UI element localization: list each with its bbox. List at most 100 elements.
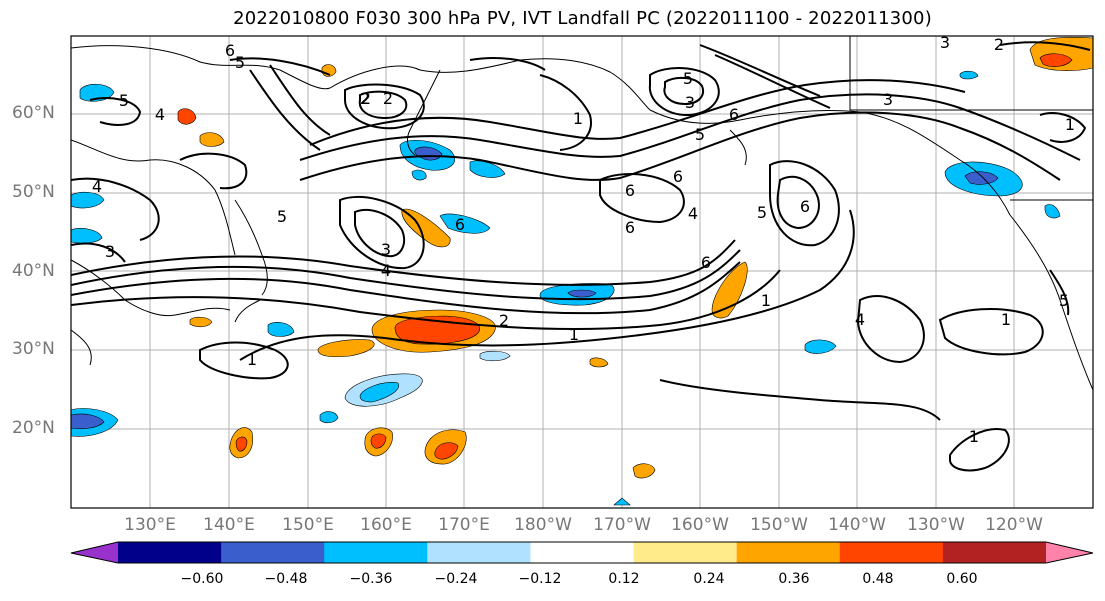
contour-label: 1 <box>247 350 257 369</box>
ivt-negative-region <box>411 169 427 181</box>
lon-label: 180°W <box>514 515 572 535</box>
contour-label: 2 <box>499 311 509 330</box>
contour-label: 1 <box>573 109 583 128</box>
ivt-positive-region <box>317 339 375 358</box>
contour-label: 5 <box>119 91 129 110</box>
contour-label: 1 <box>969 427 979 446</box>
contour-label: 3 <box>685 93 695 112</box>
colorbar-tick-label: 0.24 <box>693 571 725 587</box>
colorbar-tick-label: −0.48 <box>264 571 308 587</box>
colorbar-segment <box>427 542 531 563</box>
lon-label: 140°E <box>203 515 255 535</box>
contour-label: 6 <box>701 253 711 272</box>
contour-label: 6 <box>800 197 810 216</box>
colorbar-segment <box>221 542 325 563</box>
ivt-negative-core <box>567 289 597 298</box>
contour-label: 3 <box>883 90 893 109</box>
colorbar-tick-label: −0.24 <box>434 571 478 587</box>
contour-label: 5 <box>277 207 287 226</box>
colorbar-over-arrow <box>1046 542 1093 563</box>
contour-label: 4 <box>688 204 698 223</box>
ivt-positive-core <box>434 442 459 460</box>
contour-label: 2 <box>360 89 370 108</box>
colorbar-under-arrow <box>71 542 118 563</box>
ivt-negative-region <box>479 350 511 362</box>
ivt-negative-core <box>71 413 105 430</box>
ivt-negative-region <box>71 191 105 209</box>
ivt-positive-region <box>589 357 609 368</box>
ivt-positive-region <box>711 261 748 319</box>
contour-labels: 6 5 4 3 2 1 2 3 4 5 6 6 4 6 6 5 6 5 4 3 … <box>92 33 1075 446</box>
lon-label: 130°E <box>124 515 176 535</box>
lon-label: 140°W <box>828 515 886 535</box>
lon-label: 150°E <box>282 515 334 535</box>
ivt-negative-region <box>439 213 491 234</box>
lat-label: 50°N <box>12 182 55 202</box>
ivt-negative-region <box>1044 204 1061 219</box>
ivt-positive-region <box>177 108 197 125</box>
ivt-negative-region <box>71 228 103 244</box>
contour-label: 5 <box>757 203 767 222</box>
colorbar-tick-label: 0.48 <box>862 571 894 587</box>
contour-label: 1 <box>761 291 771 310</box>
lon-label: 120°W <box>985 515 1043 535</box>
lon-label: 160°W <box>671 515 729 535</box>
contour-label: 5 <box>695 125 705 144</box>
lon-label: 160°E <box>360 515 412 535</box>
colorbar-segment <box>839 542 944 563</box>
lon-label: 170°W <box>593 515 651 535</box>
ivt-negative-region <box>959 70 979 80</box>
colorbar-segment <box>324 542 428 563</box>
colorbar <box>70 541 1094 564</box>
lat-label: 60°N <box>12 103 55 123</box>
colorbar-segment <box>118 542 222 563</box>
ivt-positive-region <box>199 132 225 147</box>
contour-label: 6 <box>225 41 235 60</box>
contour-label: 1 <box>1001 310 1011 329</box>
ivt-positive-region <box>632 463 656 479</box>
colorbar-tick-label: 0.60 <box>946 571 978 587</box>
ivt-shading <box>71 37 1093 506</box>
lat-label: 20°N <box>12 418 55 438</box>
ivt-negative-region <box>267 322 295 337</box>
contour-label: 4 <box>381 261 391 280</box>
contour-label: 5 <box>1059 291 1069 310</box>
ivt-negative-core <box>964 171 999 185</box>
colorbar-tick-label: −0.60 <box>180 571 224 587</box>
contour-label: 6 <box>729 105 739 124</box>
contour-label: 4 <box>155 105 165 124</box>
colorbar-tick-label: −0.12 <box>518 571 562 587</box>
ivt-positive-region <box>189 316 213 328</box>
map-frame <box>70 35 1094 509</box>
contour-label: 6 <box>673 167 683 186</box>
contour-label: 5 <box>235 53 245 72</box>
contour-label: 2 <box>383 89 393 108</box>
pv-contours <box>71 41 1091 472</box>
ivt-positive-core <box>370 433 387 449</box>
colorbar-tick-label: −0.36 <box>349 571 393 587</box>
ivt-positive-core <box>1039 53 1073 67</box>
contour-label: 3 <box>105 242 115 261</box>
colorbar-segment <box>530 542 635 563</box>
ivt-negative-core <box>359 382 399 403</box>
lat-label: 40°N <box>12 261 55 281</box>
contour-label: 3 <box>381 240 391 259</box>
contour-label: 3 <box>940 33 950 52</box>
contour-label: 6 <box>625 181 635 200</box>
colorbar-tick-label: 0.12 <box>608 571 640 587</box>
lon-label: 150°W <box>750 515 808 535</box>
contour-label: 6 <box>625 218 635 237</box>
colorbar-segment <box>633 542 738 563</box>
colorbar-segments <box>118 542 1047 563</box>
ivt-positive-core <box>235 436 248 452</box>
colorbar-outline <box>70 541 1094 564</box>
contour-label: 1 <box>1065 115 1075 134</box>
lat-label: 30°N <box>12 339 55 359</box>
lon-label: 170°E <box>438 515 490 535</box>
contour-label: 2 <box>994 35 1004 54</box>
map-background <box>71 36 1093 508</box>
ivt-negative-region <box>319 411 339 424</box>
colorbar-segment <box>942 542 1047 563</box>
contour-label: 4 <box>855 310 865 329</box>
